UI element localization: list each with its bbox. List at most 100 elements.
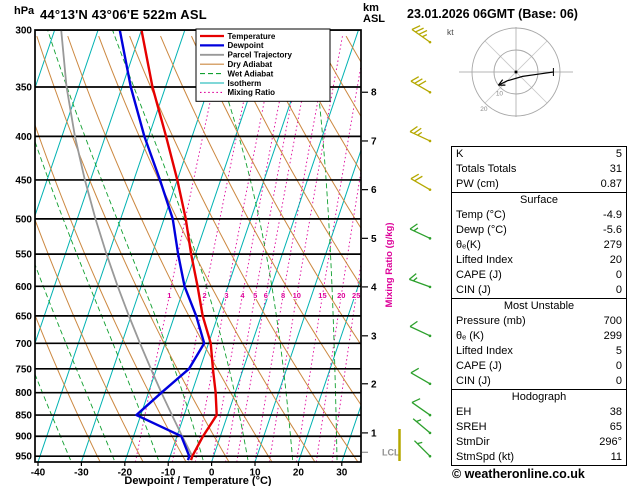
hodograph-box-title: Hodograph (511, 391, 567, 403)
stat-value: 700 (603, 315, 622, 327)
station-title: 44°13'N 43°06'E 522m ASL (40, 7, 207, 22)
pressure-tick-label: 500 (15, 214, 32, 225)
stat-row: StmSpd (kt) 11 (456, 450, 622, 465)
mixing-ratio-label: 10 (293, 291, 301, 300)
isotherm-line (37, 30, 186, 462)
wet-adiabat-line (112, 30, 249, 461)
stat-value: -5.6 (603, 224, 622, 236)
stat-label: SREH (456, 421, 487, 433)
isotherm-line (167, 30, 316, 462)
mixing-ratio-label: 3 (224, 291, 228, 300)
legend-label: Dewpoint (228, 41, 264, 50)
stat-row: CIN (J) 0 (456, 374, 622, 389)
pressure-tick-label: 950 (15, 452, 32, 463)
hodograph-unit-label: kt (447, 27, 454, 37)
mixing-ratio-line (315, 168, 361, 462)
km-tick-label: 4 (371, 282, 377, 293)
stat-row: Lifted Index 5 (456, 344, 622, 359)
surface-box-title: Surface (520, 194, 558, 206)
isotherm-line (80, 30, 229, 462)
run-datetime: 23.01.2026 06GMT (Base: 06) (407, 7, 578, 21)
pressure-tick-label: 750 (15, 364, 32, 375)
stat-row: θₑ (K) 299 (456, 329, 622, 344)
stat-value: 65 (609, 421, 622, 433)
pressure-tick-label: 650 (15, 311, 32, 322)
isotherm-line (124, 30, 273, 462)
stat-value: 0 (615, 375, 622, 387)
wind-barb (412, 418, 432, 435)
dewpoint-line (118, 30, 206, 461)
pressure-tick-label: 600 (15, 282, 32, 293)
stat-row: Temp (°C) -4.9 (456, 208, 622, 223)
hodograph-trace (498, 71, 554, 86)
mixing-ratio-line (134, 36, 225, 462)
stat-row: θₑ(K) 279 (456, 238, 622, 253)
dry-adiabat-line (190, 35, 361, 346)
surface-box: Surface Temp (°C) -4.9 Dewp (°C) -5.6 θₑ(K… (451, 192, 627, 299)
stat-label: Pressure (mb) (456, 315, 526, 327)
stat-value: 5 (615, 345, 622, 357)
stat-value: 299 (603, 330, 622, 342)
km-tick-label: 8 (371, 88, 377, 99)
stat-value: 296° (599, 436, 622, 448)
dry-adiabat-line (160, 35, 361, 406)
stat-value: 279 (603, 239, 622, 251)
dry-adiabat-line (283, 35, 361, 173)
isotherm-line (254, 148, 361, 462)
temperature-line (140, 30, 218, 461)
wet-adiabat-line (309, 30, 338, 461)
stat-label: CAPE (J) (456, 269, 502, 281)
dry-adiabat-line (221, 35, 361, 287)
wind-barb (410, 367, 432, 386)
temp-tick-label: -20 (118, 468, 133, 479)
stat-label: StmDir (456, 436, 490, 448)
hodograph-ring-label: 10 (496, 91, 504, 98)
temp-tick-label: 20 (293, 468, 305, 479)
dry-adiabat-line (35, 313, 101, 462)
altitude-axis-title-asl: ASL (363, 13, 385, 25)
stat-value: -4.9 (603, 209, 622, 221)
stat-label: CAPE (J) (456, 360, 502, 372)
temp-tick-label: -10 (161, 468, 176, 479)
hodograph-origin (514, 70, 518, 74)
mixing-ratio-label: 6 (264, 291, 268, 300)
hodograph-ring-label: 20 (480, 106, 488, 113)
stat-value: 0 (615, 360, 622, 372)
stat-row: CAPE (J) 0 (456, 359, 622, 374)
stat-value: 0 (615, 284, 622, 296)
stat-label: CIN (J) (456, 284, 491, 296)
stat-row: Pressure (mb) 700 (456, 314, 622, 329)
stat-row: Dewp (°C) -5.6 (456, 223, 622, 238)
stat-row: StmDir 296° (456, 435, 622, 450)
stat-label: EH (456, 406, 472, 418)
stat-row: Totals Totals 31 (456, 162, 622, 177)
dry-adiabat-line (35, 123, 187, 462)
stat-label: θₑ(K) (456, 239, 481, 251)
mixing-ratio-line (225, 36, 305, 462)
mixing-ratio-line (211, 36, 293, 462)
stat-label: Totals Totals (456, 163, 517, 175)
pressure-tick-label: 900 (15, 432, 32, 443)
isotherm-line (35, 30, 99, 218)
mixing-ratio-label: 5 (253, 291, 257, 300)
stat-label: CIN (J) (456, 375, 491, 387)
km-tick-label: 5 (371, 234, 377, 245)
wind-barb (409, 320, 432, 338)
wind-barb (409, 223, 432, 240)
mixing-ratio-label: 1 (167, 291, 171, 300)
altitude-axis-title-km: km (363, 2, 379, 14)
wet-adiabat-line (47, 30, 204, 461)
pressure-tick-label: 700 (15, 339, 32, 350)
mixing-ratio-line (171, 36, 258, 462)
legend-label: Wet Adiabat (228, 69, 274, 78)
mixing-ratio-line (331, 260, 361, 462)
stat-label: Temp (°C) (456, 209, 506, 221)
stat-row: PW (cm) 0.87 (456, 177, 622, 192)
hodograph-ring (471, 27, 561, 117)
hodograph-ring (493, 49, 539, 95)
hodograph-arrowhead (497, 79, 504, 86)
